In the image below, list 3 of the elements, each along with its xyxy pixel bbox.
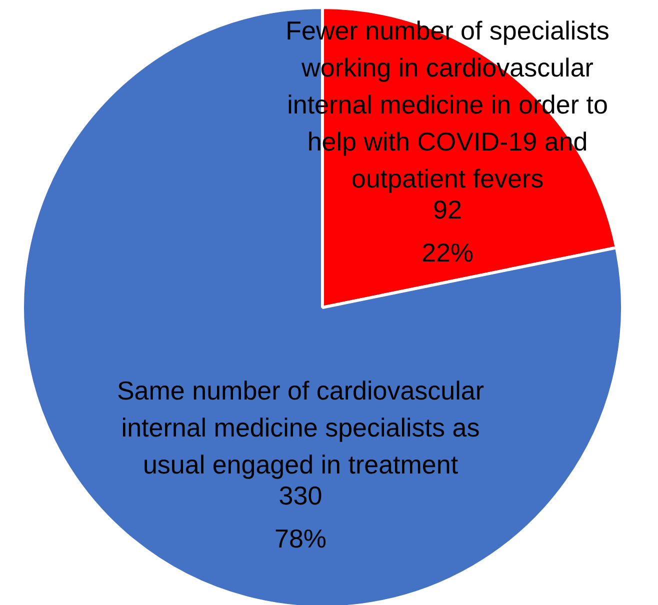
slice-label: Same number of cardiovascular internal medicine specialists as usual engaged in treatment: [116, 376, 484, 480]
data-label: 330 78%: [274, 480, 327, 554]
data-label: 92 22%: [421, 194, 474, 268]
